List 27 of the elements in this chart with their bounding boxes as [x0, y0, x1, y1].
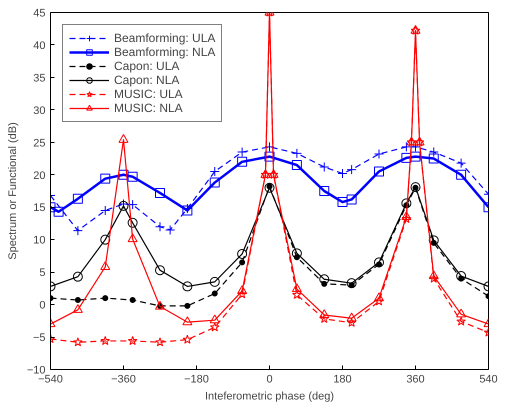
legend-label: Beamforming: NLA — [114, 45, 216, 59]
x-axis-title: Inteferometric phase (deg) — [204, 390, 334, 402]
y-tick-label: 40 — [33, 40, 46, 52]
x-tick-label: 0 — [266, 374, 273, 386]
y-tick-label: −5 — [32, 332, 46, 344]
y-tick-label: 20 — [33, 170, 46, 182]
y-axis-title: Spectrum or Functional (dB) — [6, 122, 19, 260]
y-tick-label: 35 — [33, 72, 46, 84]
x-tick-label: −360 — [111, 374, 136, 386]
y-tick-label: 25 — [33, 137, 46, 150]
y-tick-label: −10 — [26, 364, 46, 376]
legend-label: MUSIC: NLA — [114, 101, 183, 115]
y-tick-label: 5 — [39, 267, 46, 280]
y-tick-label: 45 — [33, 8, 46, 20]
x-tick-label: 540 — [479, 374, 498, 386]
y-tick-label: 15 — [33, 202, 46, 214]
x-tick-label: 360 — [406, 374, 425, 386]
y-tick-label: 0 — [39, 300, 46, 312]
legend-label: Capon: ULA — [114, 59, 180, 73]
x-tick-label: −540 — [38, 374, 63, 386]
x-tick-label: −180 — [184, 374, 209, 386]
y-tick-label: 30 — [33, 104, 46, 117]
legend-label: Capon: NLA — [114, 73, 180, 87]
y-tick-label: 10 — [33, 234, 46, 247]
legend-label: MUSIC: ULA — [114, 87, 183, 101]
legend-label: Beamforming: ULA — [114, 31, 216, 45]
x-tick-label: 180 — [333, 374, 352, 386]
